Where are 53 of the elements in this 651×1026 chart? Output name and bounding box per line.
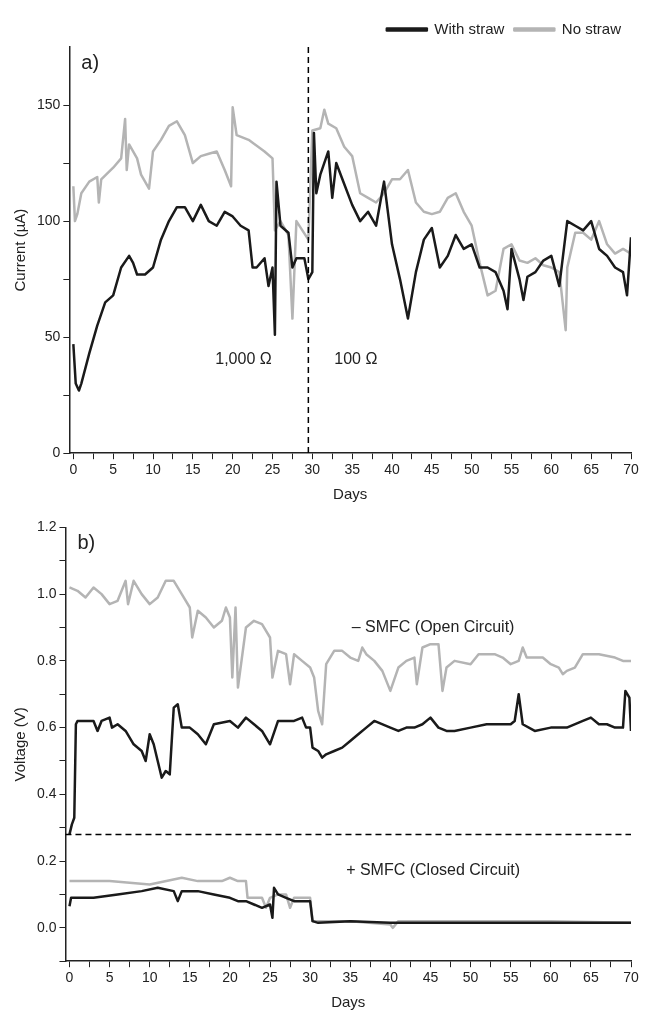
chart-title: a) [81,50,100,73]
y-tick-label: 0.2 [36,851,57,868]
y-tick-label: 0.6 [36,718,57,735]
x-tick-label: 65 [583,461,600,478]
x-tick-label: 35 [344,461,361,478]
x-tick-label: 10 [145,461,161,478]
y-tick-label: 0.4 [36,785,57,802]
x-tick-label: 55 [503,461,520,478]
y-axis-title: Voltage (V) [11,707,29,782]
x-axis-title: Days [333,485,368,503]
annotation: – SMFC (Open Circuit) [351,617,515,635]
x-tick-label: 70 [623,461,639,478]
x-tick-label: 40 [382,969,399,986]
y-tick-label: 1.2 [36,518,57,535]
x-tick-label: 40 [384,461,400,478]
x-tick-label: 30 [304,461,321,478]
x-tick-label: 50 [463,461,480,478]
y-axis-title: Current (µA) [11,208,29,292]
x-tick-label: 70 [623,969,639,986]
x-tick-label: 30 [302,969,319,986]
y-tick-label: 0 [52,444,61,461]
y-tick-label: 1.0 [36,585,57,601]
annotation: 100 Ω [334,350,378,368]
x-tick-label: 5 [105,969,114,986]
x-tick-label: 5 [109,461,118,478]
x-tick-label: 20 [224,461,241,478]
y-tick-label: 0.8 [36,651,57,668]
y-tick-label: 50 [44,328,61,344]
x-axis-title: Days [331,993,366,1011]
x-tick-label: 65 [583,969,599,986]
x-tick-label: 35 [342,969,359,986]
x-tick-label: 60 [542,969,559,986]
x-tick-label: 0 [65,969,74,986]
x-tick-label: 0 [69,461,78,478]
x-tick-label: 25 [262,969,279,986]
legend-label: With straw [434,19,505,37]
x-tick-label: 50 [462,969,479,986]
x-tick-label: 20 [222,969,238,986]
annotation: 1,000 Ω [215,350,272,368]
y-tick-label: 100 [37,211,61,228]
x-tick-label: 15 [185,461,201,478]
y-tick-label: 0.0 [36,918,57,935]
x-tick-label: 60 [543,461,560,478]
x-tick-label: 15 [182,969,198,986]
x-tick-label: 45 [422,969,439,986]
annotation: + SMFC (Closed Circuit) [346,860,520,878]
x-tick-label: 45 [424,461,440,478]
y-tick-label: 150 [37,95,61,112]
legend-label: No straw [561,19,622,37]
x-tick-label: 55 [502,969,519,986]
x-tick-label: 10 [141,969,158,986]
x-tick-label: 25 [264,461,281,478]
chart-title: b) [77,530,96,553]
